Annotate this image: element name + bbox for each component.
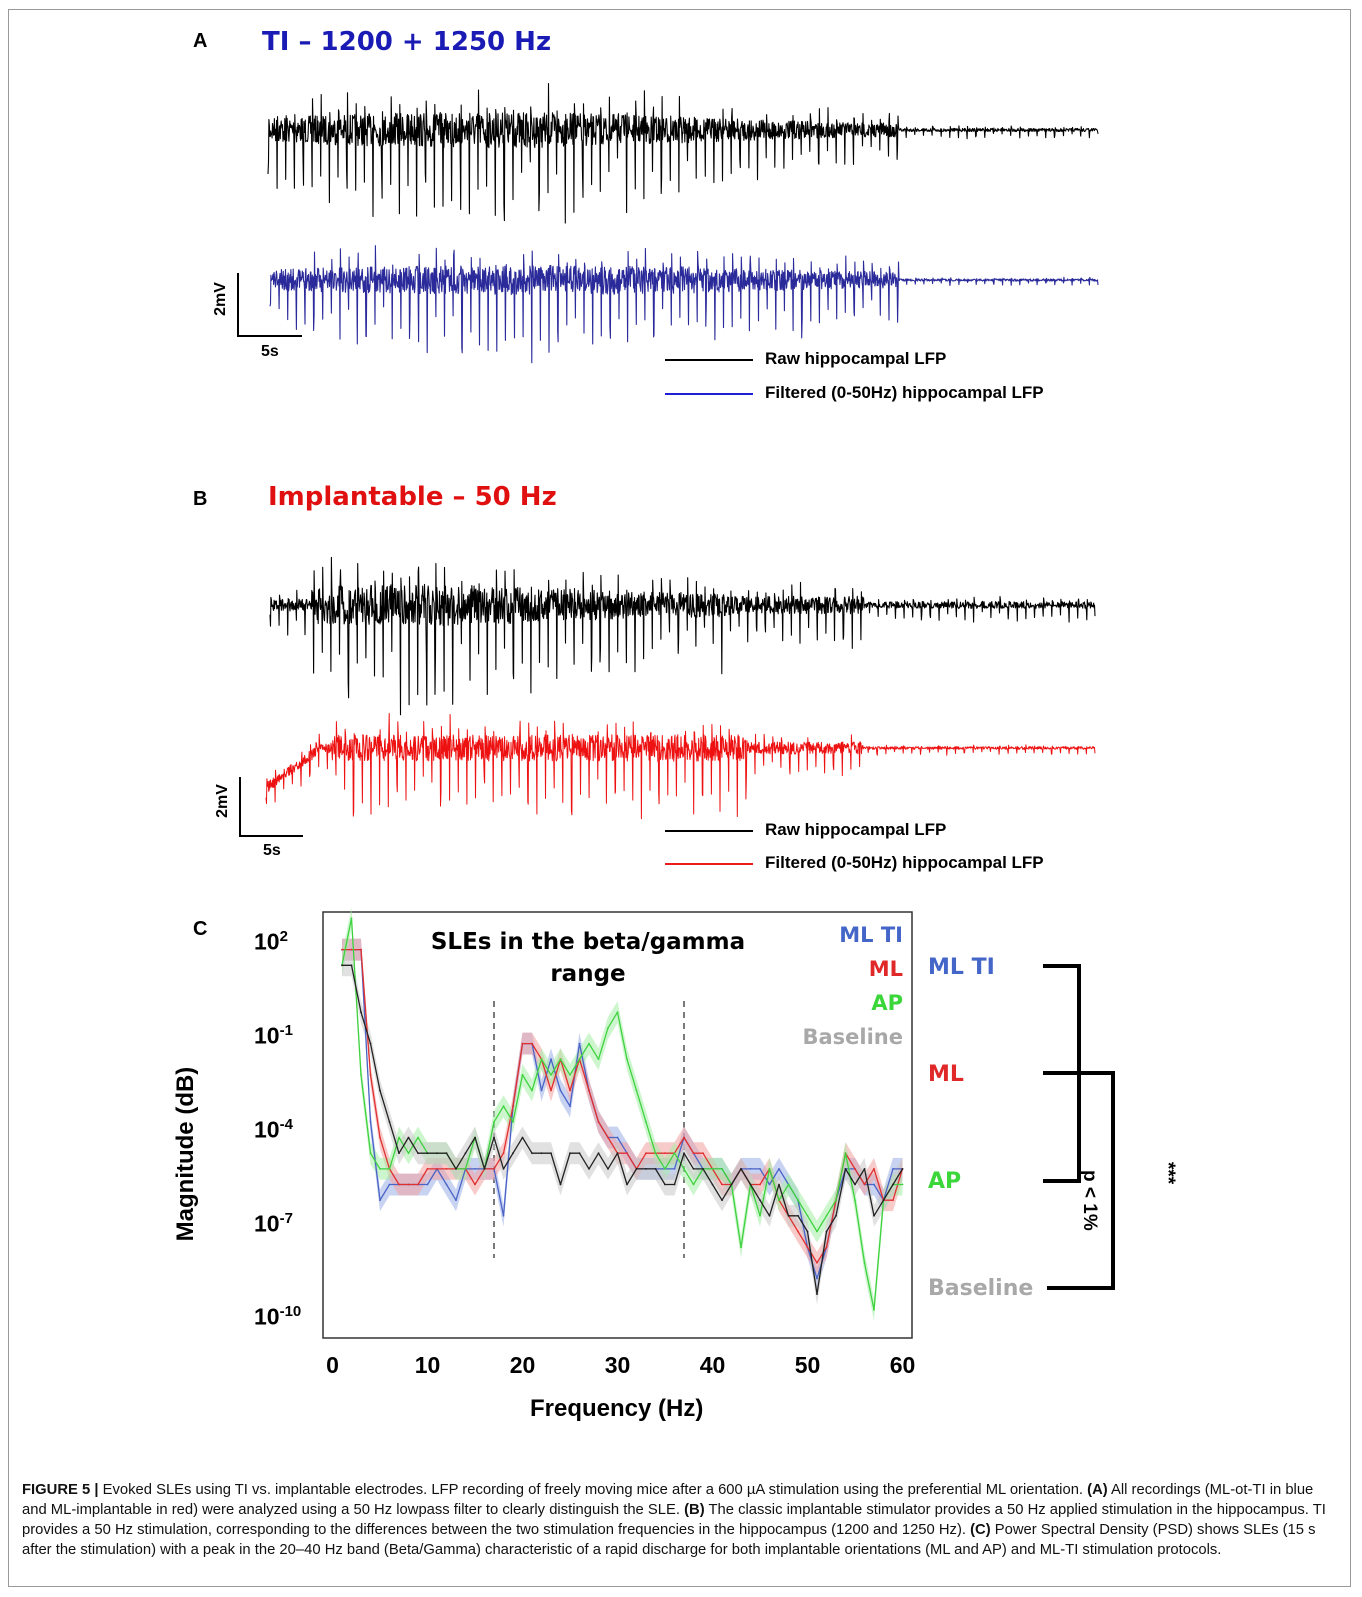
caption-c-label: (C) [970,1522,991,1538]
caption-a-label: (A) [1087,1482,1108,1498]
significance-stars: *** [1156,1162,1178,1184]
significance-p-value: p < 1% [1078,1170,1100,1231]
caption-figure-label: FIGURE 5 | [22,1482,99,1498]
caption-intro: Evoked SLEs using TI vs. implantable ele… [99,1482,1088,1498]
caption-b-label: (B) [684,1502,705,1518]
figure-caption: FIGURE 5 | Evoked SLEs using TI vs. impl… [22,1480,1337,1560]
